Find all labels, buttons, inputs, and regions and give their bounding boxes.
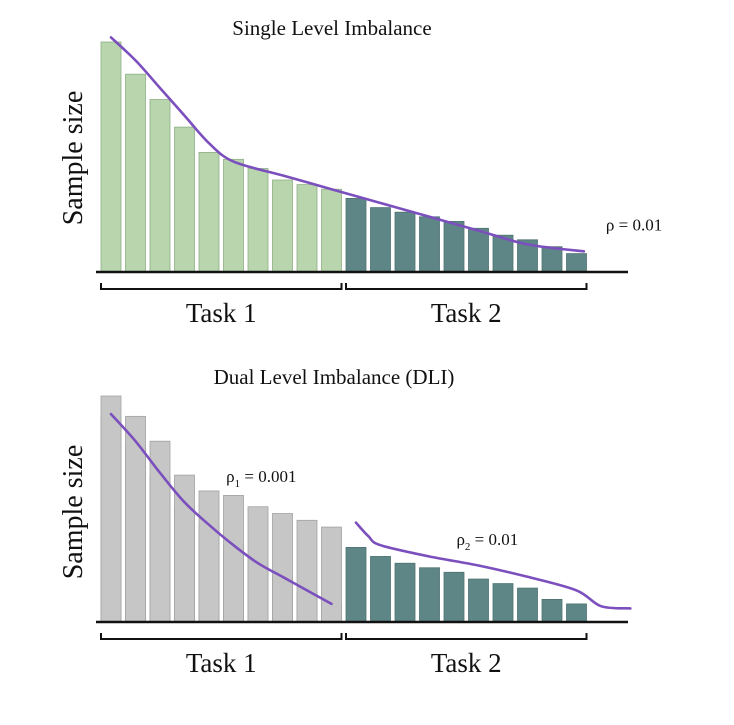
annotations-group: ρ1 = 0.001 ρ2 = 0.01 [226, 467, 518, 553]
bar-task-2-16 [468, 578, 489, 623]
annotations-group: ρ = 0.01 [606, 216, 662, 235]
bar-task-1-balanced-4 [174, 474, 195, 623]
bar-task-1-balanced-2 [125, 415, 146, 623]
y-axis-label: Sample size [58, 91, 89, 226]
task-label-2: Task 2 [431, 648, 502, 678]
bar-task-2-14 [419, 567, 440, 623]
bar-task-2-11 [345, 197, 367, 273]
bar-task-1-2 [125, 73, 146, 273]
single-level-panel: Single Level Imbalance Sample size Task … [58, 16, 662, 328]
rho-annotation-1: ρ = 0.01 [606, 216, 662, 235]
bar-task-2-14 [419, 216, 440, 273]
bar-task-1-balanced-10 [321, 526, 342, 623]
dual-level-panel: Dual Level Imbalance (DLI) Sample size T… [58, 365, 632, 678]
bar-task-2-19 [541, 599, 563, 623]
bar-task-1-10 [321, 188, 342, 273]
bar-task-2-20 [566, 603, 587, 623]
task-bracket-1 [100, 283, 343, 290]
decay-curve-1 [109, 412, 333, 606]
bar-task-1-balanced-5 [198, 490, 220, 623]
bar-task-2-13 [394, 211, 416, 273]
bar-task-1-8 [272, 179, 293, 273]
bar-task-1-7 [247, 168, 269, 273]
bar-task-2-17 [492, 583, 514, 623]
bar-task-1-balanced-3 [149, 440, 171, 623]
chart-title: Single Level Imbalance [232, 16, 431, 40]
bar-task-1-balanced-8 [272, 513, 293, 623]
bar-task-1-6 [223, 158, 244, 273]
task-label-2: Task 2 [431, 298, 502, 328]
rho-annotation-1: ρ1 = 0.001 [226, 467, 296, 490]
task-label-1: Task 1 [186, 298, 257, 328]
task-groups: Task 1 Task 2 [100, 633, 588, 678]
bar-task-1-balanced-9 [296, 519, 318, 623]
bars-group [100, 395, 587, 623]
curves-group [109, 36, 586, 253]
task-bracket-2 [345, 283, 588, 290]
bar-task-2-13 [394, 562, 416, 623]
bar-task-1-3 [149, 99, 171, 273]
bar-task-2-12 [370, 556, 391, 623]
curves-group [109, 412, 632, 610]
bar-task-2-15 [443, 220, 465, 273]
task-bracket-1 [100, 633, 343, 640]
bar-task-1-balanced-1 [100, 395, 122, 623]
decay-curve-1 [109, 36, 586, 253]
bar-task-1-5 [198, 151, 220, 273]
bar-task-2-18 [517, 587, 538, 623]
bar-task-1-balanced-6 [223, 495, 244, 623]
bar-task-1-1 [100, 41, 122, 273]
rho-annotation-2: ρ2 = 0.01 [456, 530, 518, 553]
bar-task-2-11 [345, 547, 367, 623]
decay-curve-2 [354, 521, 632, 610]
chart-title: Dual Level Imbalance (DLI) [214, 365, 455, 389]
task-groups: Task 1 Task 2 [100, 283, 588, 328]
task-bracket-2 [345, 633, 588, 640]
y-axis-label: Sample size [58, 445, 89, 580]
bar-task-2-16 [468, 227, 489, 273]
bar-task-2-12 [370, 207, 391, 273]
bar-task-2-20 [566, 253, 587, 273]
task-label-1: Task 1 [186, 648, 257, 678]
bar-task-1-9 [296, 184, 318, 273]
bar-task-2-15 [443, 571, 465, 623]
bar-task-1-4 [174, 126, 195, 273]
bar-task-2-19 [541, 246, 563, 273]
bars-group [100, 41, 587, 273]
